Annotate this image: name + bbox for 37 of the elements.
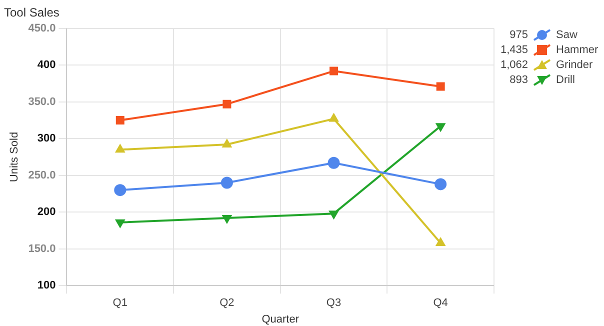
y-tick-label: 250.0 (28, 169, 56, 182)
point (114, 144, 126, 153)
text: 893 (510, 74, 528, 86)
y-tick-label: 450.0 (28, 22, 56, 34)
y-tick-label: 150.0 (28, 242, 56, 255)
chart-title: Tool Sales (4, 6, 60, 20)
point (114, 219, 126, 228)
y-tick-label: 300 (37, 132, 56, 145)
y-tick-label: 350.0 (28, 96, 56, 108)
point (328, 210, 339, 220)
point (330, 66, 338, 76)
text: 975 (510, 29, 528, 42)
y-axis-title: Units Sold (8, 132, 21, 182)
point (328, 156, 340, 169)
y-tick-label: 400 (37, 59, 56, 72)
legend-label: Saw (556, 29, 578, 42)
point (328, 112, 339, 122)
point (114, 184, 126, 196)
point (220, 176, 233, 189)
point (436, 82, 445, 91)
text: 1,435 (500, 44, 528, 56)
point (116, 116, 124, 124)
y-tick-label: 200 (37, 206, 56, 218)
legend-label: Grinder (556, 59, 594, 72)
x-tick-label: Q1 (112, 297, 128, 310)
point (222, 214, 232, 224)
x-axis-title: Quarter (262, 313, 300, 326)
x-tick-label: Q4 (433, 297, 448, 310)
x-tick-label: Q3 (326, 297, 342, 310)
x-tick-label: Q2 (220, 297, 234, 310)
point (434, 178, 447, 190)
text: 1,062 (500, 59, 528, 72)
point (222, 100, 232, 108)
y-tick-label: 100 (37, 280, 56, 292)
legend-label: Hammer (556, 44, 599, 56)
legend-label: Drill (556, 74, 575, 86)
point (222, 138, 232, 148)
